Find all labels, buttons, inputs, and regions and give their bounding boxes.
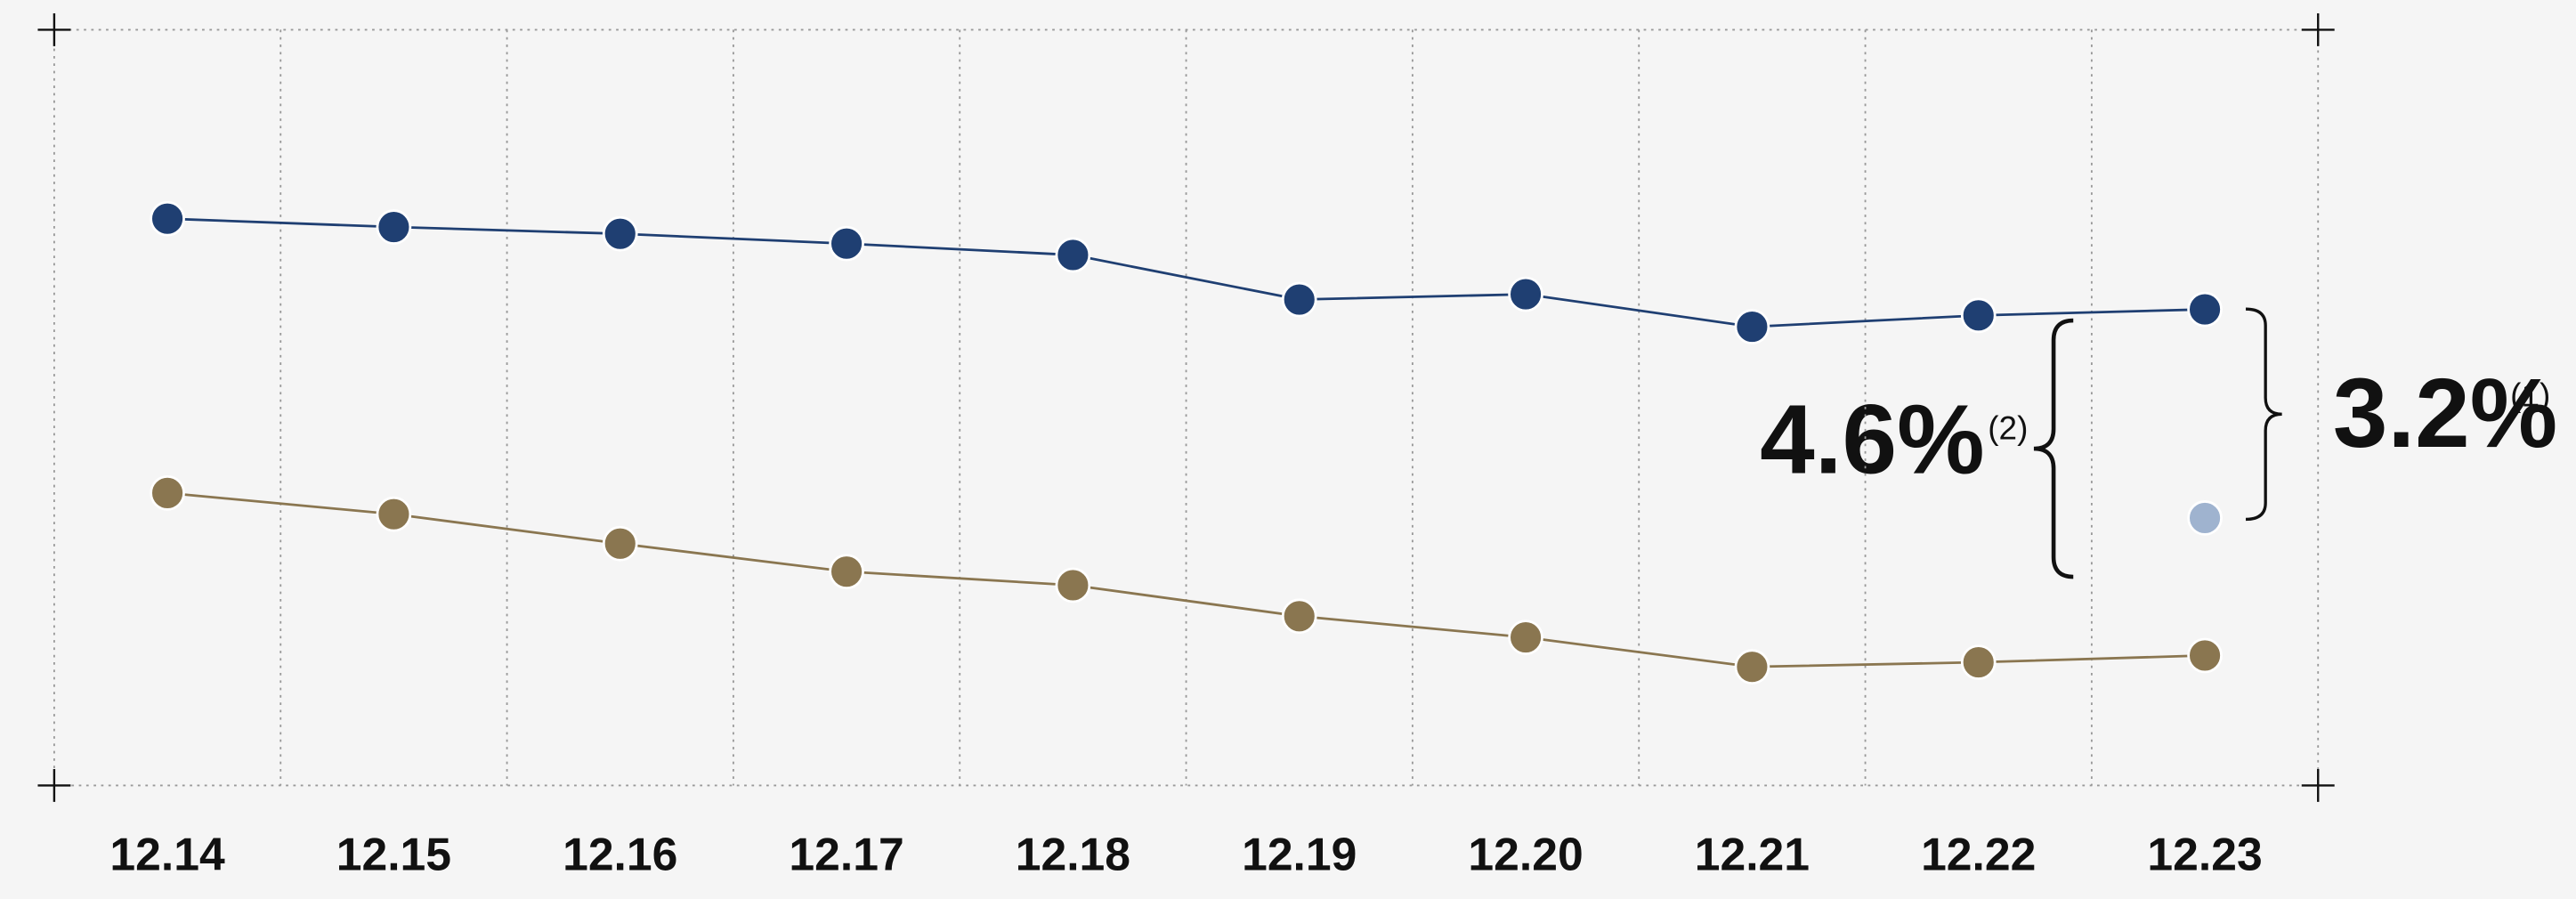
annotation: 4.6%	[1760, 385, 1984, 494]
x-tick-label: 12.15	[336, 828, 451, 879]
data-point	[1734, 309, 1770, 344]
brace-right	[2245, 307, 2282, 522]
x-tick-label: 12.18	[1016, 828, 1130, 879]
x-tick-label: 12.20	[1468, 828, 1583, 879]
x-tick-label: 12.14	[109, 828, 225, 879]
x-tick-label: 12.21	[1695, 828, 1810, 879]
brace-left	[2033, 318, 2074, 579]
data-point	[602, 525, 638, 562]
annotation-note: (2)	[1988, 410, 2028, 447]
data-point	[1508, 620, 1543, 655]
series-line	[166, 491, 2206, 668]
data-point	[150, 475, 185, 511]
data-point	[1055, 237, 1091, 273]
data-point	[829, 225, 864, 262]
data-point	[1508, 276, 1543, 312]
data-point	[829, 554, 864, 590]
data-point	[1281, 281, 1317, 318]
x-tick-label: 12.16	[563, 828, 677, 879]
x-tick-label: 12.19	[1242, 828, 1357, 879]
x-tick-label: 12.22	[1921, 828, 2036, 879]
data-point	[1960, 644, 1997, 680]
data-point	[1960, 297, 1997, 334]
annotation: 3.2%	[2333, 359, 2557, 468]
data-point	[2187, 500, 2223, 536]
data-point	[602, 215, 638, 252]
data-point	[2187, 291, 2223, 328]
data-point	[376, 496, 412, 532]
data-point	[1055, 567, 1091, 603]
x-tick-label: 12.23	[2147, 828, 2262, 879]
data-point	[376, 209, 412, 245]
data-point	[1734, 649, 1770, 684]
x-tick-label: 12.17	[789, 828, 903, 879]
data-point	[2187, 637, 2223, 674]
series-line	[167, 217, 2206, 328]
data-point	[150, 200, 185, 237]
data-point	[1281, 598, 1317, 635]
corner-marks	[37, 12, 2335, 802]
annotation-note: (1)	[2510, 377, 2550, 414]
